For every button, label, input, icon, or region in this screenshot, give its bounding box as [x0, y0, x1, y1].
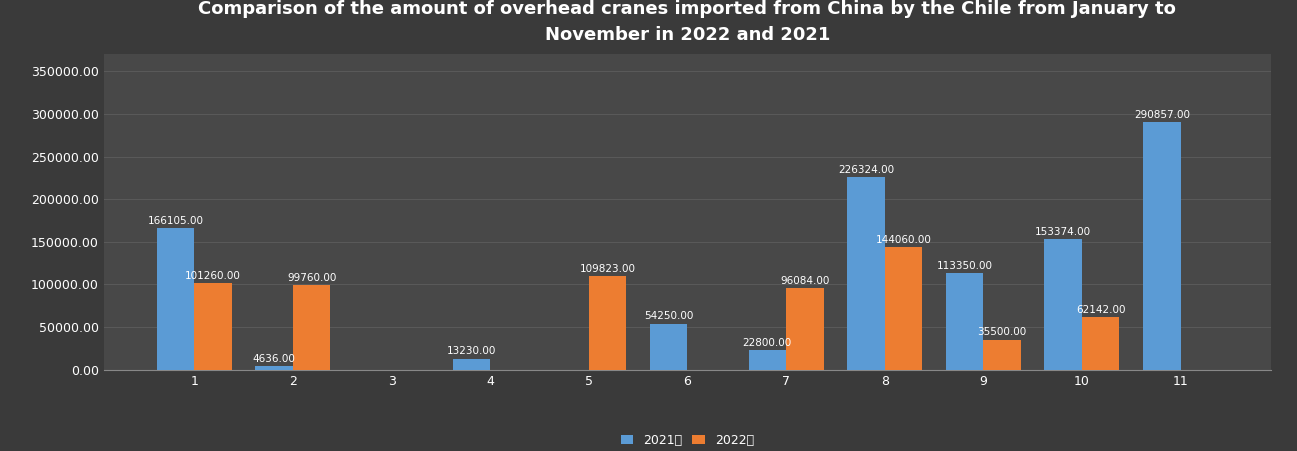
Text: 144060.00: 144060.00 [875, 235, 931, 245]
Bar [786, 288, 824, 370]
Bar [293, 285, 331, 370]
Bar [256, 366, 293, 370]
Text: 13230.00: 13230.00 [446, 346, 497, 356]
Text: 35500.00: 35500.00 [978, 327, 1027, 337]
Bar [748, 350, 786, 370]
Text: 226324.00: 226324.00 [838, 165, 894, 175]
Bar [650, 323, 687, 370]
Bar [946, 273, 983, 370]
Text: 4636.00: 4636.00 [253, 354, 296, 364]
Text: 290857.00: 290857.00 [1134, 110, 1189, 120]
Bar [195, 283, 232, 370]
Bar [157, 228, 195, 370]
Bar [885, 247, 922, 370]
Text: 22800.00: 22800.00 [743, 338, 792, 348]
Text: 109823.00: 109823.00 [580, 264, 636, 274]
Bar [453, 359, 490, 370]
Text: 153374.00: 153374.00 [1035, 227, 1091, 237]
Title: Comparison of the amount of overhead cranes imported from China by the Chile fro: Comparison of the amount of overhead cra… [198, 0, 1176, 44]
Bar [1143, 122, 1180, 370]
Legend: 2021年, 2022年: 2021年, 2022年 [616, 429, 759, 451]
Text: 54250.00: 54250.00 [645, 311, 694, 322]
Bar [589, 276, 626, 370]
Text: 99760.00: 99760.00 [287, 272, 336, 283]
Bar [847, 177, 885, 370]
Text: 113350.00: 113350.00 [936, 261, 992, 271]
Bar [1044, 239, 1082, 370]
Text: 166105.00: 166105.00 [148, 216, 204, 226]
Text: 96084.00: 96084.00 [779, 276, 830, 285]
Bar [983, 340, 1021, 370]
Bar [1082, 317, 1119, 370]
Text: 62142.00: 62142.00 [1077, 305, 1126, 315]
Text: 101260.00: 101260.00 [185, 272, 241, 281]
